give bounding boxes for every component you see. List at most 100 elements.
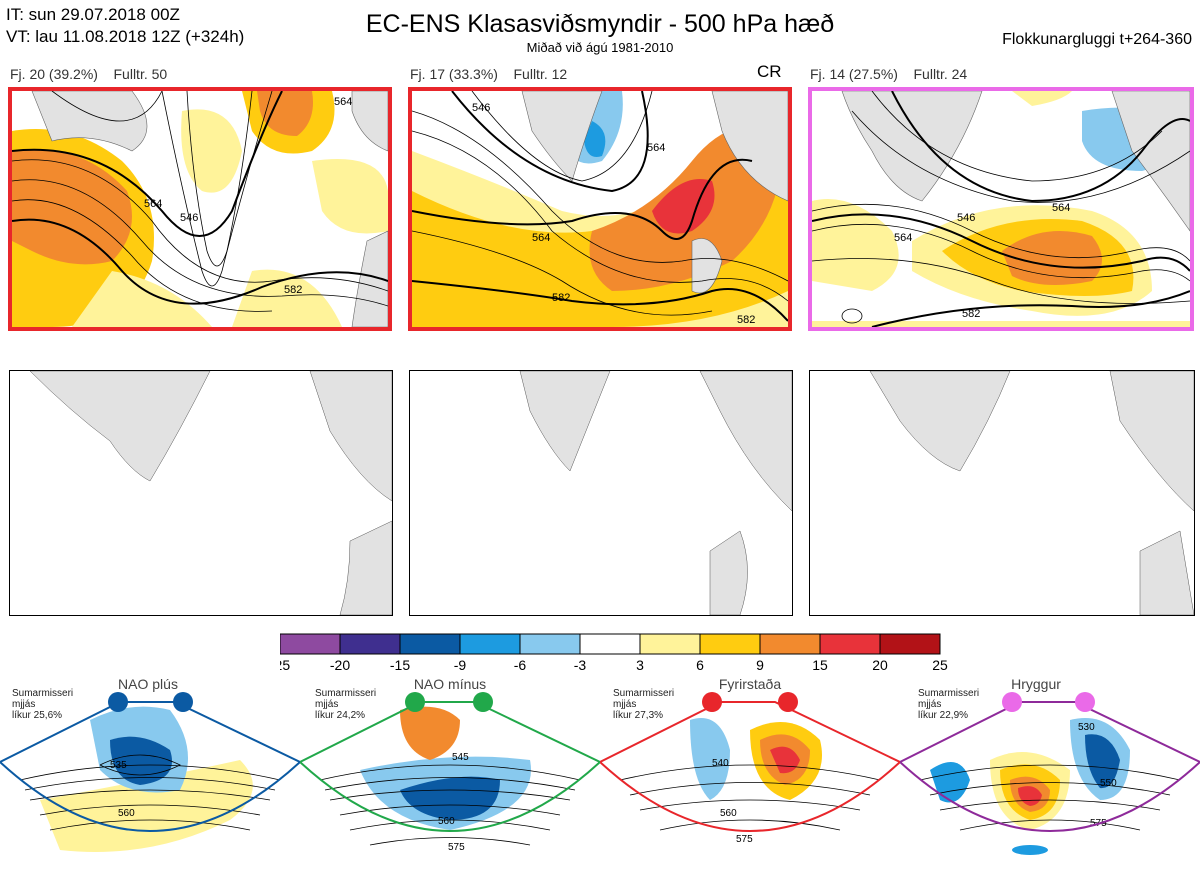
- page-subtitle: Miðað við ágú 1981-2010: [526, 40, 674, 55]
- regime-2-dot: [473, 692, 493, 712]
- regime-1-dot: [108, 692, 128, 712]
- regime-2-title: NAO mínus: [413, 676, 487, 692]
- contour-label: 564: [1052, 202, 1070, 214]
- regime-label: 535: [110, 760, 127, 771]
- regime-1-line: Sumarmisseri: [12, 688, 74, 699]
- colorbar-tick: 20: [872, 657, 888, 673]
- cluster-1-map: 564 546 582 564: [8, 87, 392, 331]
- control-run-marker: CR: [757, 62, 782, 81]
- cluster-3-map: 546 564 582 564: [808, 87, 1194, 331]
- contour-label: 582: [737, 314, 755, 326]
- cluster-window: Flokkunargluggi t+264-360: [1002, 31, 1192, 48]
- regime-label: 545: [452, 752, 469, 763]
- colorbar-swatch: [699, 633, 761, 655]
- contour-label: 582: [284, 284, 302, 296]
- regime-label: 540: [712, 758, 729, 769]
- colorbar-tick: -25: [280, 657, 290, 673]
- regime-3-title: Fyrirstaða: [718, 676, 782, 692]
- contour-label: 546: [180, 212, 198, 224]
- regime-4-line: líkur 22,9%: [918, 710, 969, 721]
- contour-label: 564: [532, 232, 550, 244]
- header-times: IT: sun 29.07.2018 00Z VT: lau 11.08.201…: [6, 4, 244, 48]
- regime-1-title: NAO plús: [118, 676, 178, 692]
- colorbar-tick: 9: [756, 657, 764, 673]
- regime-label: 550: [1100, 778, 1117, 789]
- regime-3-line: Sumarmisseri: [613, 688, 675, 699]
- colorbar-swatch: [819, 633, 881, 655]
- contour-label: 546: [472, 102, 490, 114]
- colorbar-tick: -3: [574, 657, 587, 673]
- colorbar-swatch: [459, 633, 521, 655]
- colorbar-swatch: [879, 633, 941, 655]
- colorbar-swatch: [279, 633, 341, 655]
- regime-label: 560: [438, 816, 455, 827]
- regime-4-dot: [1002, 692, 1022, 712]
- colorbar-tick: 3: [636, 657, 644, 673]
- colorbar-swatch: [759, 633, 821, 655]
- regime-4-line: mjjás: [918, 699, 942, 710]
- cluster-1-rep: Fulltr. 50: [113, 66, 168, 82]
- colorbar-tick: -15: [390, 657, 410, 673]
- cluster-3-label: Fj. 14 (27.5%) Fulltr. 24: [810, 66, 967, 82]
- regime-4-line: Sumarmisseri: [918, 688, 980, 699]
- regime-1-line: líkur 25,6%: [12, 710, 63, 721]
- regime-label: 560: [118, 808, 135, 819]
- colorbar-tick: -6: [514, 657, 527, 673]
- regime-1-info: Sumarmisseri mjjás líkur 25,6%: [12, 688, 73, 721]
- cluster-3-name: Fj. 14 (27.5%): [810, 66, 898, 82]
- colorbar: -25 -20 -15 -9 -6 -3 3 6 9 15 20 25: [270, 633, 960, 678]
- cluster-2-name: Fj. 17 (33.3%): [410, 66, 498, 82]
- empty-map-2: [409, 370, 793, 616]
- regime-label: 530: [1078, 722, 1095, 733]
- cluster-1-label: Fj. 20 (39.2%) Fulltr. 50: [10, 66, 167, 82]
- regime-label: 575: [736, 834, 753, 845]
- issue-time: IT: sun 29.07.2018 00Z: [6, 5, 180, 24]
- regime-3-line: mjjás: [613, 699, 637, 710]
- contour-label: 564: [334, 96, 352, 108]
- colorbar-swatch: [579, 633, 641, 655]
- colorbar-tick: 15: [812, 657, 828, 673]
- regime-2-line: Sumarmisseri: [315, 688, 377, 699]
- colorbar-tick: -20: [330, 657, 350, 673]
- colorbar-tick: -9: [454, 657, 467, 673]
- regime-row: Sumarmisseri mjjás líkur 25,6% NAO plús …: [0, 676, 1200, 871]
- empty-map-3: [809, 370, 1195, 616]
- regime-2-dot: [405, 692, 425, 712]
- contour-label: 564: [894, 232, 912, 244]
- contour-label: 564: [144, 198, 162, 210]
- colorbar-swatch: [639, 633, 701, 655]
- regime-4-title: Hryggur: [1011, 676, 1061, 692]
- cluster-2-label: Fj. 17 (33.3%) Fulltr. 12: [410, 66, 567, 82]
- cluster-3-rep: Fulltr. 24: [913, 66, 968, 82]
- regime-4-map: 530 550 575: [900, 692, 1200, 855]
- regime-4-dot: [1075, 692, 1095, 712]
- cluster-1-name: Fj. 20 (39.2%): [10, 66, 98, 82]
- page-title: EC-ENS Klasasviðsmyndir - 500 hPa hæð: [365, 10, 835, 38]
- colorbar-swatch: [399, 633, 461, 655]
- regime-2-line: mjjás: [315, 699, 339, 710]
- regime-3-dot: [778, 692, 798, 712]
- contour-label: 582: [552, 292, 570, 304]
- regime-2-info: Sumarmisseri mjjás líkur 24,2%: [315, 688, 376, 721]
- colorbar-tick: 6: [696, 657, 704, 673]
- contour-label: 546: [957, 212, 975, 224]
- regime-3-map: 540 560 575: [600, 692, 900, 845]
- colorbar-swatch: [339, 633, 401, 655]
- regime-3-info: Sumarmisseri mjjás líkur 27,3%: [613, 688, 674, 721]
- regime-label: 560: [720, 808, 737, 819]
- regime-1-dot: [173, 692, 193, 712]
- regime-3-dot: [702, 692, 722, 712]
- regime-3-line: líkur 27,3%: [613, 710, 664, 721]
- contour-label: 564: [647, 142, 665, 154]
- regime-2-map: 545 560 575: [300, 692, 600, 853]
- contour-label: 582: [962, 308, 980, 320]
- colorbar-tick: 25: [932, 657, 948, 673]
- cluster-2-rep: Fulltr. 12: [513, 66, 568, 82]
- regime-1-line: mjjás: [12, 699, 36, 710]
- regime-2-line: líkur 24,2%: [315, 710, 366, 721]
- regime-label: 575: [448, 842, 465, 853]
- regime-1-map: 535 560: [0, 692, 300, 852]
- empty-map-1: [9, 370, 393, 616]
- regime-4-info: Sumarmisseri mjjás líkur 22,9%: [918, 688, 979, 721]
- colorbar-swatch: [519, 633, 581, 655]
